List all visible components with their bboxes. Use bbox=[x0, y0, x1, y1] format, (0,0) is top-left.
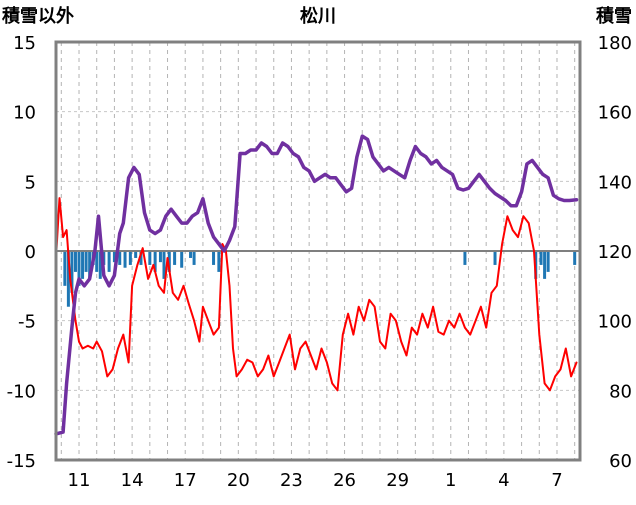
precip-bar bbox=[173, 251, 177, 265]
precip-bar bbox=[167, 251, 171, 272]
snow-depth-line bbox=[54, 134, 579, 436]
precip-bar bbox=[539, 251, 543, 265]
precip-bar bbox=[543, 251, 547, 279]
precip-bar bbox=[158, 251, 162, 263]
x-tick-label: 20 bbox=[227, 470, 250, 491]
precip-bar bbox=[139, 251, 143, 265]
x-tick-label: 1 bbox=[445, 470, 456, 491]
right-tick-label: 60 bbox=[609, 451, 632, 472]
left-tick-label: -5 bbox=[18, 312, 36, 333]
left-tick-label: -10 bbox=[7, 381, 36, 402]
precip-bar bbox=[66, 251, 70, 307]
left-axis-title: 積雪以外 bbox=[1, 5, 74, 27]
precip-bar bbox=[148, 251, 152, 265]
precip-bar bbox=[212, 251, 216, 265]
right-tick-label: 140 bbox=[598, 172, 632, 193]
precip-bar bbox=[112, 251, 116, 263]
precip-bar bbox=[73, 251, 77, 272]
series-layer bbox=[54, 134, 579, 436]
precip-bar bbox=[98, 251, 102, 279]
precip-bar bbox=[88, 251, 92, 279]
plot-frame bbox=[54, 40, 582, 462]
precip-bar bbox=[189, 251, 193, 258]
precip-bar bbox=[70, 251, 74, 293]
x-tick-label: 17 bbox=[174, 470, 197, 491]
right-tick-label: 120 bbox=[598, 242, 632, 263]
x-tick-label: 23 bbox=[280, 470, 303, 491]
precip-bar bbox=[134, 251, 138, 258]
precip-bar bbox=[84, 251, 88, 272]
x-tick-label: 29 bbox=[386, 470, 409, 491]
precip-bar bbox=[107, 251, 111, 272]
precip-bar bbox=[493, 251, 497, 265]
precip-bar bbox=[546, 251, 550, 272]
precip-bar bbox=[118, 251, 122, 265]
precip-bar bbox=[63, 251, 67, 286]
precip-bar bbox=[180, 251, 184, 268]
precip-bar bbox=[77, 251, 81, 286]
precip-bar bbox=[153, 251, 157, 272]
right-tick-label: 100 bbox=[598, 312, 632, 333]
precip-bar bbox=[463, 251, 467, 265]
right-tick-label: 180 bbox=[598, 33, 632, 54]
right-axis: 180 160 140 120 100 80 60 bbox=[598, 33, 632, 472]
x-axis: 11 14 17 20 23 26 29 1 4 7 bbox=[68, 470, 563, 491]
left-tick-label: 10 bbox=[13, 103, 36, 124]
x-tick-label: 26 bbox=[333, 470, 356, 491]
chart-title: 松川 bbox=[300, 5, 336, 27]
temperature-line bbox=[55, 197, 578, 392]
precip-bar bbox=[123, 251, 127, 268]
right-axis-title: 積雪 bbox=[595, 5, 632, 27]
left-tick-label: -15 bbox=[7, 451, 36, 472]
x-tick-label: 7 bbox=[551, 470, 562, 491]
precip-bar bbox=[573, 251, 577, 265]
precip-bar bbox=[81, 251, 85, 279]
x-tick-label: 11 bbox=[68, 470, 91, 491]
left-tick-label: 15 bbox=[13, 33, 36, 54]
precip-bar bbox=[217, 251, 221, 272]
precip-bar bbox=[162, 251, 166, 279]
precip-bar bbox=[128, 251, 132, 265]
x-tick-label: 4 bbox=[498, 470, 509, 491]
x-tick-label: 14 bbox=[121, 470, 144, 491]
precip-bar bbox=[192, 251, 196, 265]
left-axis: 15 10 5 0 -5 -10 -15 bbox=[7, 33, 36, 472]
left-tick-label: 0 bbox=[25, 242, 36, 263]
precip-bar bbox=[95, 251, 99, 272]
right-tick-label: 160 bbox=[598, 103, 632, 124]
left-tick-label: 5 bbox=[25, 172, 36, 193]
right-tick-label: 80 bbox=[609, 381, 632, 402]
